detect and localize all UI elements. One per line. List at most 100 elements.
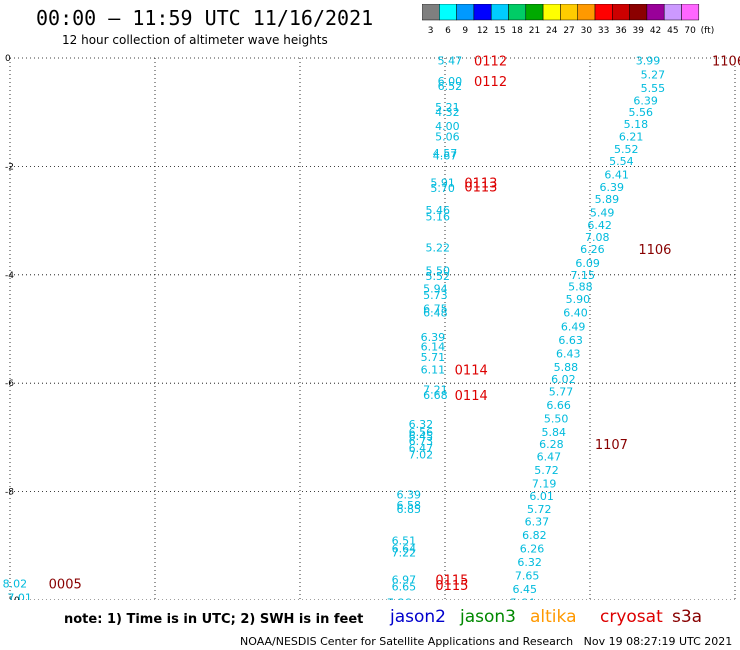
satellite-label-jason3: jason3 xyxy=(460,607,516,627)
swh-value: 6.48 xyxy=(423,307,448,320)
swh-value: 5.56 xyxy=(629,106,654,119)
swh-value: 6.43 xyxy=(556,347,581,360)
swh-value: 6.73 xyxy=(409,435,434,448)
pass-label: 0113 xyxy=(464,180,497,195)
swh-value: 5.84 xyxy=(542,426,567,439)
y-tick-label: -10 xyxy=(5,596,20,600)
swh-value: 7.86 xyxy=(387,597,412,600)
chart-subtitle: 12 hour collection of altimeter wave hei… xyxy=(62,33,328,47)
swh-value: 6.39 xyxy=(600,181,625,194)
swh-value: 5.91 xyxy=(430,177,455,190)
swh-value: 6.49 xyxy=(561,320,586,333)
swh-value: 6.45 xyxy=(513,583,538,596)
swh-value: 6.09 xyxy=(575,257,600,270)
pass-label: 0115 xyxy=(435,573,468,588)
y-tick-label: -2 xyxy=(5,162,14,172)
swh-value: 5.22 xyxy=(426,242,451,255)
colorbar-label: 39 xyxy=(633,26,645,36)
swh-value: 6.32 xyxy=(517,556,542,569)
swh-value: 7.15 xyxy=(571,269,596,282)
colorbar-label: 12 xyxy=(477,26,488,36)
swh-value: 6.52 xyxy=(438,80,463,93)
satellite-label-altika: altika xyxy=(530,607,577,627)
plot-area: -30-27-24-21-18-150-2-4-6-8-105.476.006.… xyxy=(3,54,740,600)
swh-value: 6.40 xyxy=(563,307,588,320)
color-legend: 3 6 9 12 15 18 21 24 27 30 33 36 39 42 45 70 (ft) xyxy=(422,4,715,36)
y-tick-label: -6 xyxy=(5,379,14,389)
swh-value: 6.11 xyxy=(421,364,446,377)
swh-value: 4.67 xyxy=(433,150,458,163)
chart-title: 00:00 – 11:59 UTC 11/16/2021 xyxy=(36,6,374,30)
swh-value: 6.45 xyxy=(409,430,434,443)
pass-label: 0005 xyxy=(49,578,82,593)
swh-value: 6.47 xyxy=(537,450,562,463)
swh-value: 7.21 xyxy=(423,384,448,397)
swh-value: 6.64 xyxy=(392,543,417,556)
colorbar-label: 36 xyxy=(615,26,627,36)
y-tick-label: 0 xyxy=(5,54,11,64)
colorbar-label: 30 xyxy=(581,26,593,36)
swh-value: 5.72 xyxy=(534,464,559,477)
pass-label: 0114 xyxy=(455,364,488,379)
satellite-label-cryosat: cryosat xyxy=(600,607,663,627)
swh-value: 6.42 xyxy=(587,219,612,232)
swh-value: 5.47 xyxy=(438,55,463,68)
swh-value: 5.16 xyxy=(426,210,451,223)
swh-value: 6.66 xyxy=(546,399,571,412)
swh-value: 5.18 xyxy=(624,118,649,131)
colorbar-label: 70 xyxy=(684,26,696,36)
swh-value: 6.26 xyxy=(580,243,605,256)
swh-value: 5.64 xyxy=(510,597,535,600)
swh-value: 5.52 xyxy=(426,270,451,283)
pass-label: 1106 xyxy=(712,55,740,70)
swh-value: 4.32 xyxy=(435,106,460,119)
swh-value: 6.75 xyxy=(423,302,448,315)
swh-value: 5.06 xyxy=(435,131,460,144)
colorbar-label: 3 xyxy=(428,26,434,36)
swh-value: 5.21 xyxy=(435,101,460,114)
swh-value: 5.71 xyxy=(421,351,446,364)
swh-value: 5.77 xyxy=(549,385,574,398)
swh-value: 5.72 xyxy=(527,503,552,516)
pass-label: 0112 xyxy=(474,55,507,70)
colorbar-label: 27 xyxy=(563,26,574,36)
swh-value: 6.28 xyxy=(539,438,564,451)
swh-value: 6.39 xyxy=(397,488,422,501)
swh-value: 3.99 xyxy=(636,55,661,68)
colorbar-label: 9 xyxy=(462,26,468,36)
swh-value: 5.88 xyxy=(568,281,593,294)
swh-value: 7.19 xyxy=(532,477,557,490)
colorbar-label: 6 xyxy=(445,26,451,36)
colorbar-label: 45 xyxy=(667,26,678,36)
colorbar-label: 15 xyxy=(494,26,505,36)
colorbar-label: (ft) xyxy=(701,26,715,36)
swh-value: 8.02 xyxy=(3,578,28,591)
swh-value: 7.01 xyxy=(7,591,32,600)
swh-value: 6.68 xyxy=(423,389,448,402)
pass-label: 0112 xyxy=(474,75,507,90)
colorbar-label: 18 xyxy=(511,26,523,36)
swh-value: 7.22 xyxy=(392,546,417,559)
colorbar-label: 42 xyxy=(650,26,661,36)
swh-value: 7.08 xyxy=(585,231,610,244)
swh-value: 5.50 xyxy=(544,412,569,425)
swh-value: 6.00 xyxy=(438,75,463,88)
satellite-label-jason2: jason2 xyxy=(390,607,446,627)
swh-value: 5.27 xyxy=(641,68,666,81)
swh-value: 5.73 xyxy=(423,289,448,302)
swh-value: 6.14 xyxy=(421,340,446,353)
swh-value: 6.63 xyxy=(558,334,583,347)
swh-value: 7.65 xyxy=(515,570,540,583)
colorbar-label: 33 xyxy=(598,26,609,36)
swh-value: 6.65 xyxy=(392,580,417,593)
pass-label: 0113 xyxy=(464,177,497,192)
swh-value: 7.02 xyxy=(409,449,434,462)
footer-credit: NOAA/NESDIS Center for Satellite Applica… xyxy=(240,635,733,648)
swh-value: 5.90 xyxy=(566,293,591,306)
swh-value: 6.85 xyxy=(397,503,422,516)
swh-value: 6.39 xyxy=(421,331,446,344)
swh-value: 5.54 xyxy=(609,155,634,168)
swh-value: 4.00 xyxy=(435,120,460,133)
swh-value: 5.49 xyxy=(590,206,615,219)
swh-value: 6.26 xyxy=(520,543,545,556)
